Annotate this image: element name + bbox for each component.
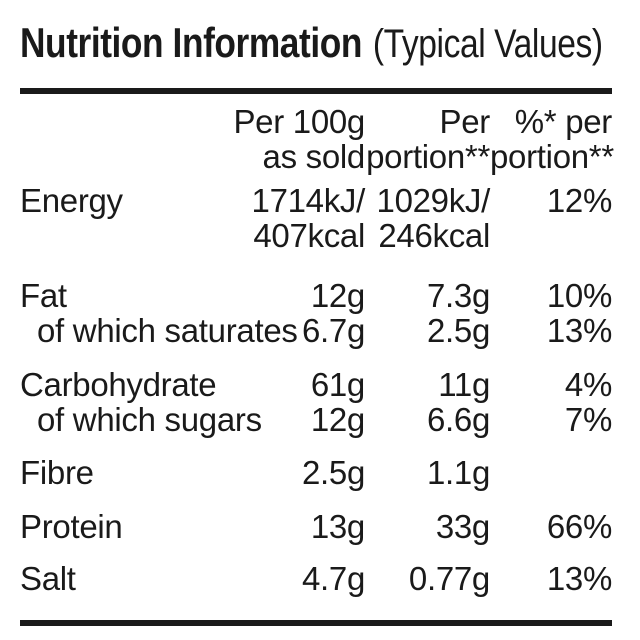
value-per-100g-kcal: 407kcal	[253, 217, 365, 254]
value-per-portion: 7.3g	[426, 277, 490, 314]
col-header-per-portion-line1: Per	[439, 103, 491, 140]
row-label: of which sugars	[37, 401, 262, 438]
table-row-sugars: of which sugars 12g 6.6g 7%	[20, 402, 612, 437]
value-per-100g: 4.7g	[301, 560, 365, 597]
value-per-portion: 1.1g	[426, 454, 490, 491]
panel-title: Nutrition Information	[20, 19, 362, 66]
col-header-per-100g-line1: Per 100g	[233, 103, 365, 140]
value-per-100g: 6.7g	[301, 312, 365, 349]
row-label: Protein	[20, 508, 123, 545]
panel-title-row: Nutrition Information (Typical Values)	[20, 0, 603, 76]
value-per-portion: 0.77g	[408, 560, 490, 597]
value-percent: 13%	[546, 312, 612, 349]
value-per-100g: 12g	[310, 401, 365, 438]
top-divider	[20, 88, 612, 94]
col-header-percent-portion-line2: portion**	[490, 138, 614, 175]
col-header-percent-portion: %* per portion**	[490, 103, 614, 175]
nutrition-content: Nutrition Information (Typical Values) P…	[20, 0, 614, 626]
value-per-100g: 1714kJ/ 407kcal	[220, 182, 366, 254]
table-row-energy: Energy 1714kJ/ 407kcal 1029kJ/ 246kcal 1…	[20, 183, 612, 253]
row-label: Carbohydrate	[20, 366, 217, 403]
value-per-portion: 11g	[438, 366, 490, 403]
col-header-percent-portion-line1: %* per	[514, 103, 613, 140]
value-percent: 66%	[546, 508, 612, 545]
value-per-100g: 2.5g	[301, 454, 365, 491]
col-header-per-portion: Per portion**	[365, 104, 490, 174]
value-percent: 4%	[564, 366, 612, 403]
value-percent	[490, 455, 612, 490]
value-percent: 7%	[564, 401, 612, 438]
row-label: of which saturates	[37, 312, 298, 349]
value-per-100g: 61g	[310, 366, 365, 403]
table-row-salt: Salt 4.7g 0.77g 13%	[20, 561, 612, 596]
value-percent: 13%	[546, 560, 612, 597]
header-spacer	[20, 104, 220, 174]
col-header-per-portion-line2: portion**	[366, 138, 490, 175]
value-per-100g: 13g	[310, 508, 365, 545]
value-per-portion-kj: 1029kJ/	[376, 182, 491, 219]
row-label: Salt	[20, 560, 76, 597]
value-per-portion-kcal: 246kcal	[378, 217, 490, 254]
value-per-100g: 12g	[310, 277, 365, 314]
table-row-fat: Fat 12g 7.3g 10%	[20, 278, 612, 313]
table-row-protein: Protein 13g 33g 66%	[20, 509, 612, 544]
table-row-fibre: Fibre 2.5g 1.1g	[20, 455, 612, 490]
value-per-portion: 1029kJ/ 246kcal	[365, 182, 491, 254]
panel-subtitle: (Typical Values)	[372, 22, 603, 66]
value-per-portion: 33g	[435, 508, 490, 545]
table-row-saturates: of which saturates 6.7g 2.5g 13%	[20, 313, 612, 348]
value-percent: 12%	[546, 182, 612, 219]
value-percent: 10%	[546, 277, 612, 314]
row-label: Energy	[20, 182, 123, 219]
value-per-portion: 2.5g	[426, 312, 490, 349]
table-row-carbohydrate: Carbohydrate 61g 11g 4%	[20, 367, 612, 402]
col-header-per-100g: Per 100g as sold	[220, 104, 365, 174]
value-per-portion: 6.6g	[426, 401, 490, 438]
row-label: Fat	[20, 277, 67, 314]
bottom-divider	[20, 620, 612, 626]
row-label: Fibre	[20, 454, 94, 491]
col-header-per-100g-line2: as sold	[262, 138, 366, 175]
value-per-100g-kj: 1714kJ/	[251, 182, 366, 219]
table-header-row: Per 100g as sold Per portion** %* per po…	[20, 103, 614, 175]
